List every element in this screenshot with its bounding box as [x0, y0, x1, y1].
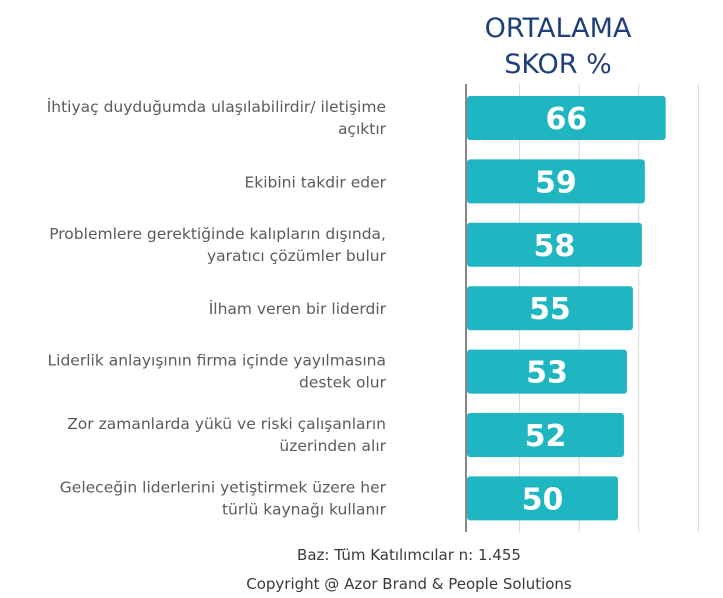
chart-title-line: ORTALAMA: [485, 13, 632, 44]
category-label-line: Zor zamanlarda yükü ve riski çalışanları…: [67, 415, 386, 433]
category-label: Geleceğin liderlerini yetiştirmek üzere …: [60, 478, 387, 518]
category-label-line: yaratıcı çözümler bulur: [207, 247, 387, 265]
bar: [467, 349, 627, 394]
category-label: Ekibini takdir eder: [244, 173, 386, 191]
bar: [467, 96, 666, 140]
category-label-line: İlham veren bir liderdir: [209, 299, 387, 318]
bar-value-label: 58: [534, 229, 576, 264]
category-label: Zor zamanlarda yükü ve riski çalışanları…: [67, 415, 386, 455]
bar-value-label: 50: [522, 482, 564, 517]
bar-value-label: 52: [525, 419, 567, 454]
category-label-line: Ekibini takdir eder: [244, 173, 386, 191]
bars: [467, 96, 666, 521]
bar-value-label: 59: [535, 165, 577, 200]
category-label-line: Geleceğin liderlerini yetiştirmek üzere …: [60, 478, 387, 496]
base-note: Baz: Tüm Katılımcılar n: 1.455: [297, 546, 521, 564]
category-label-line: İhtiyaç duyduğumda ulaşılabilirdir/ ilet…: [47, 97, 386, 116]
category-label: İlham veren bir liderdir: [209, 299, 387, 318]
bar-value-label: 53: [526, 356, 568, 391]
category-label-line: açıktır: [338, 120, 387, 138]
bar: [467, 159, 645, 204]
category-label: Liderlik anlayışının firma içinde yayılm…: [48, 352, 387, 392]
chart-title-line: SKOR %: [504, 49, 612, 80]
category-label: İhtiyaç duyduğumda ulaşılabilirdir/ ilet…: [47, 97, 387, 138]
chart-title: ORTALAMA SKOR %: [485, 13, 632, 80]
category-label-line: destek olur: [299, 374, 387, 392]
bar: [467, 476, 618, 521]
bar: [467, 222, 642, 267]
bar-value-label: 55: [529, 292, 571, 327]
category-label-line: türlü kaynağı kullanır: [222, 500, 387, 518]
bar: [467, 413, 624, 457]
category-label: Problemlere gerektiğinde kalıpların dışı…: [49, 225, 386, 265]
bar-value-label: 66: [545, 102, 587, 137]
category-labels: İhtiyaç duyduğumda ulaşılabilirdir/ ilet…: [47, 97, 387, 518]
category-label-line: üzerinden alır: [279, 437, 386, 455]
value-labels: 66 59 58 55 53 52 50: [522, 102, 588, 517]
copyright-note: Copyright @ Azor Brand & People Solution…: [246, 575, 572, 593]
category-label-line: Liderlik anlayışının firma içinde yayılm…: [48, 352, 386, 370]
category-label-line: Problemlere gerektiğinde kalıpların dışı…: [49, 225, 386, 243]
bar: [467, 286, 633, 331]
